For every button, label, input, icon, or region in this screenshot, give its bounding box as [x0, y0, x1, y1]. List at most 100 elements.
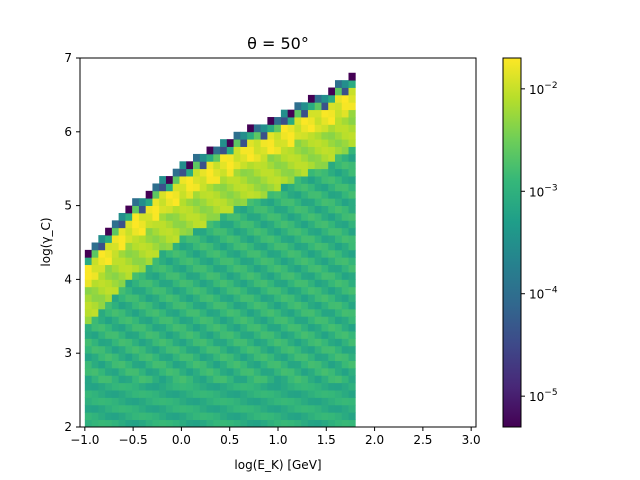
heatmap-cell: [199, 294, 207, 302]
heatmap-cell: [91, 360, 99, 369]
heatmap-cell: [247, 146, 255, 155]
heatmap-cell: [328, 139, 336, 147]
heatmap-cell: [199, 316, 207, 325]
heatmap-cell: [84, 353, 92, 361]
heatmap-cell: [132, 264, 140, 273]
heatmap-cell: [260, 212, 268, 221]
heatmap-cell: [348, 375, 356, 384]
heatmap-cell: [186, 367, 194, 376]
heatmap-cell: [280, 190, 289, 199]
heatmap-cell: [328, 316, 336, 325]
heatmap-cell: [132, 345, 140, 354]
heatmap-cell: [253, 139, 262, 147]
heatmap-cell: [328, 412, 336, 421]
heatmap-cell: [206, 146, 214, 155]
heatmap-cell: [179, 390, 187, 398]
heatmap-cell: [220, 242, 228, 251]
heatmap-cell: [307, 264, 316, 273]
heatmap-cell: [253, 419, 262, 428]
heatmap-cell: [125, 382, 133, 391]
heatmap-cell: [165, 308, 174, 317]
heatmap-cell: [172, 419, 180, 428]
heatmap-cell: [301, 183, 309, 192]
heatmap-cell: [145, 264, 153, 273]
heatmap-cell: [260, 404, 268, 413]
heatmap-cell: [314, 279, 322, 288]
heatmap-cell: [125, 338, 133, 347]
heatmap-cell: [287, 146, 295, 155]
heatmap-cell: [165, 390, 174, 398]
heatmap-cell: [226, 412, 234, 421]
heatmap-cell: [172, 227, 180, 236]
heatmap-cell: [105, 404, 113, 413]
heatmap-cell: [98, 390, 106, 398]
heatmap-cell: [247, 338, 255, 347]
heatmap-cell: [280, 419, 289, 428]
heatmap-cell: [165, 212, 174, 221]
heatmap-cell: [253, 338, 262, 347]
heatmap-cell: [145, 249, 153, 258]
heatmap-cell: [341, 390, 349, 398]
heatmap-cell: [274, 168, 282, 177]
heatmap-cell: [334, 249, 343, 258]
heatmap-cell: [307, 249, 316, 258]
heatmap-cell: [105, 353, 113, 361]
heatmap-cell: [240, 331, 248, 339]
heatmap-cell: [213, 367, 221, 376]
heatmap-cell: [307, 390, 316, 398]
heatmap-cell: [213, 176, 221, 184]
heatmap-cell: [179, 323, 187, 332]
heatmap-cell: [84, 338, 92, 347]
heatmap-cell: [84, 279, 92, 288]
heatmap-cell: [307, 367, 316, 376]
heatmap-cell: [213, 412, 221, 421]
heatmap-cell: [193, 323, 201, 332]
heatmap-cell: [307, 331, 316, 339]
colorbar-tick-label: 10−5: [529, 388, 558, 404]
heatmap-cell: [199, 382, 207, 391]
heatmap-cell: [118, 279, 126, 288]
heatmap-cell: [213, 390, 221, 398]
heatmap-cell: [199, 323, 207, 332]
heatmap-cell: [280, 220, 289, 229]
heatmap-cell: [247, 360, 255, 369]
heatmap-cell: [260, 249, 268, 258]
heatmap-cell: [125, 331, 133, 339]
heatmap-cell: [172, 212, 180, 221]
heatmap-cell: [253, 183, 262, 192]
heatmap-cell: [267, 331, 275, 339]
heatmap-cell: [172, 183, 180, 192]
heatmap-cell: [341, 80, 349, 88]
heatmap-cell: [294, 353, 302, 361]
heatmap-cell: [314, 367, 322, 376]
heatmap-cell: [314, 412, 322, 421]
heatmap-cell: [138, 249, 147, 258]
heatmap-cell: [240, 412, 248, 421]
heatmap-cell: [98, 367, 106, 376]
heatmap-cell: [98, 279, 106, 288]
heatmap-cell: [199, 227, 207, 236]
heatmap-cell: [287, 109, 295, 118]
heatmap-cell: [179, 404, 187, 413]
heatmap-cell: [341, 412, 349, 421]
heatmap-cell: [280, 198, 289, 206]
heatmap-cell: [125, 242, 133, 251]
heatmap-cell: [132, 257, 140, 266]
heatmap-cell: [294, 338, 302, 347]
heatmap-cell: [307, 382, 316, 391]
heatmap-cell: [307, 412, 316, 421]
heatmap-cell: [186, 190, 194, 199]
heatmap-cell: [206, 183, 214, 192]
heatmap-cell: [247, 323, 255, 332]
heatmap-cell: [206, 338, 214, 347]
heatmap-cell: [267, 308, 275, 317]
heatmap-cell: [307, 235, 316, 243]
heatmap-cell: [280, 212, 289, 221]
heatmap-cell: [301, 161, 309, 170]
heatmap-cell: [98, 331, 106, 339]
heatmap-cell: [341, 279, 349, 288]
colorbar-tick-label: 10−2: [529, 81, 558, 97]
heatmap-cell: [314, 235, 322, 243]
heatmap-cell: [132, 198, 140, 206]
heatmap-cell: [213, 338, 221, 347]
